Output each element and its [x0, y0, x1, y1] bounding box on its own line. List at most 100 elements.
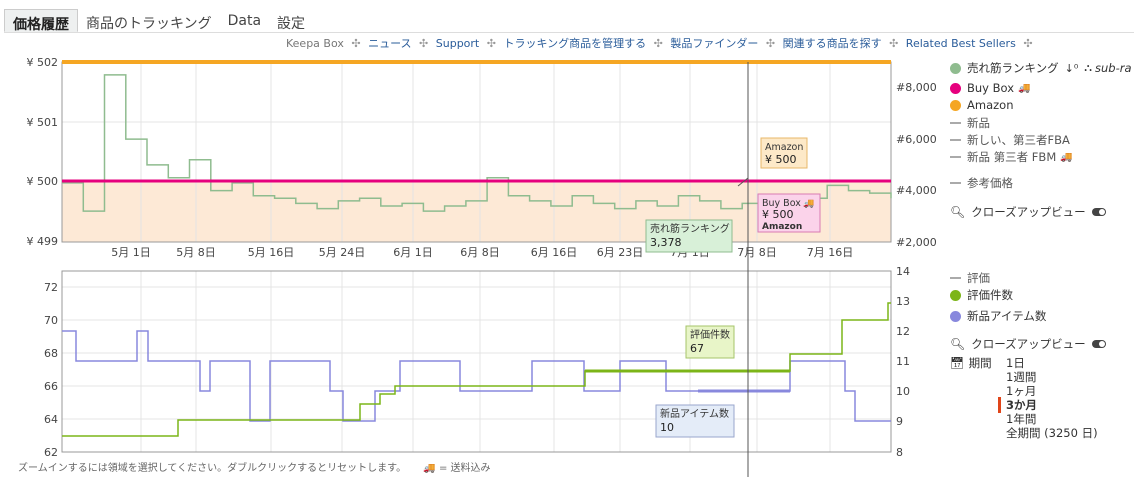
- tab-product-tracking[interactable]: 商品のトラッキング: [86, 16, 212, 32]
- zoom-hint: ズームインするには領域を選択してください。ダブルクリックするとリセットします。: [18, 463, 407, 474]
- tick-label: 13: [896, 295, 910, 308]
- keepa-box-link[interactable]: Keepa Box: [286, 37, 344, 50]
- review-count-line: [62, 302, 891, 437]
- period-label: 期間: [968, 356, 992, 370]
- new-offers-tooltip: 新品アイテム数 10: [655, 404, 735, 438]
- green-dot-icon: [950, 62, 961, 74]
- legend-new-offers[interactable]: 新品アイテム数: [950, 308, 1046, 324]
- dash-icon: [950, 139, 961, 141]
- buybox-tooltip: Buy Box 🚚 ¥ 500 Amazon: [757, 193, 821, 233]
- new-offers-line: [62, 330, 891, 422]
- dash-icon: [950, 156, 961, 158]
- top-closeup-toggle[interactable]: 🔍︎ クローズアップビュー: [950, 204, 1106, 220]
- period-all[interactable]: 全期間 (3250 日): [1006, 426, 1098, 440]
- legend-new-fbm[interactable]: 新品 第三者 FBM 🚚: [950, 149, 1073, 165]
- legend-list-price[interactable]: 参考価格: [950, 175, 1013, 191]
- manage-tracking-link[interactable]: トラッキング商品を管理する: [503, 37, 647, 50]
- top-right-axis: #8,000 #6,000 #4,000 #2,000: [896, 81, 937, 249]
- truck-icon: 🚚: [423, 463, 436, 474]
- period-1d[interactable]: 1日: [1006, 356, 1025, 370]
- support-link[interactable]: Support: [435, 37, 480, 50]
- bottom-closeup-toggle[interactable]: 🔍︎ クローズアップビュー: [950, 336, 1106, 352]
- tick-label: #8,000: [896, 81, 937, 94]
- toggle-icon[interactable]: [1091, 340, 1106, 348]
- related-products-link[interactable]: 関連する商品を探す: [782, 37, 882, 50]
- tooltip-title: 売れ筋ランキング: [650, 222, 730, 235]
- separator-icon: ✣: [889, 37, 899, 50]
- bottom-right-axis: 14 13 12 11 10 9 8: [896, 265, 910, 459]
- legend-review-count[interactable]: 評価件数: [950, 287, 1013, 303]
- tick-label: 66: [44, 380, 58, 393]
- tooltip-title: 新品アイテム数: [660, 407, 729, 420]
- tick-label: 8: [896, 446, 903, 459]
- tick-label: 11: [896, 355, 910, 368]
- tab-data[interactable]: Data: [227, 13, 262, 29]
- bottom-chart-frame: [61, 270, 892, 453]
- tick-label: 12: [896, 325, 910, 338]
- legend-label: 評価: [967, 271, 990, 285]
- legend-amazon[interactable]: Amazon: [950, 98, 1013, 112]
- news-link[interactable]: ニュース: [368, 37, 412, 50]
- legend-label: 売れ筋ランキング: [967, 61, 1059, 75]
- product-finder-link[interactable]: 製品ファインダー: [670, 37, 759, 50]
- period-3m[interactable]: 3か月: [998, 397, 1037, 413]
- pink-dot-icon: [950, 82, 961, 94]
- sort-icon[interactable]: ↓⁰: [1064, 61, 1079, 75]
- separator-icon: ✣: [419, 37, 429, 50]
- tick-label: #6,000: [896, 133, 937, 146]
- tab-price-history[interactable]: 価格履歴: [4, 9, 78, 33]
- tick-label: 6月 8日: [460, 246, 500, 259]
- bottom-chart[interactable]: 72 70 68 66 64 62 14 13 12 11 10 9 8: [44, 265, 910, 459]
- tick-label: 6月 23日: [597, 246, 644, 259]
- bottom-gridlines: [62, 271, 891, 452]
- legend-new-fba[interactable]: 新しい、第三者FBA: [950, 132, 1070, 148]
- tooltip-value: 10: [660, 421, 674, 434]
- legend-label: クローズアップビュー: [971, 337, 1086, 351]
- tick-label: ¥ 501: [27, 116, 59, 129]
- tick-label: 6月 16日: [531, 246, 578, 259]
- top-x-axis: 5月 1日 5月 8日 5月 16日 5月 24日 6月 1日 6月 8日 6月…: [111, 246, 853, 259]
- tooltip-title: Amazon: [765, 142, 803, 153]
- green-dot-icon: [950, 289, 961, 301]
- tick-label: 70: [44, 314, 58, 327]
- related-best-sellers-link[interactable]: Related Best Sellers: [905, 37, 1016, 50]
- orange-dot-icon: [950, 99, 961, 111]
- separator-icon: ✣: [351, 37, 361, 50]
- legend-sales-rank[interactable]: 売れ筋ランキング ↓⁰ ⛬ sub-ra: [950, 60, 1132, 76]
- tick-label: 14: [896, 265, 910, 278]
- tick-label: 7月 8日: [737, 246, 777, 259]
- legend-label: 新しい、第三者FBA: [967, 133, 1070, 147]
- legend-buy-box[interactable]: Buy Box 🚚: [950, 81, 1030, 95]
- tick-label: 62: [44, 446, 58, 459]
- tick-label: 9: [896, 415, 903, 428]
- legend-label: クローズアップビュー: [971, 205, 1086, 219]
- review-count-tooltip: 評価件数 67: [685, 325, 735, 359]
- tick-label: #2,000: [896, 236, 937, 249]
- period-1w[interactable]: 1週間: [1006, 370, 1037, 384]
- legend-label: 新品 第三者 FBM: [967, 150, 1057, 164]
- tab-settings[interactable]: 設定: [277, 16, 306, 32]
- separator-icon: ✣: [486, 37, 496, 50]
- legend-label: 新品アイテム数: [967, 309, 1047, 323]
- tick-label: 6月 1日: [393, 246, 433, 259]
- tick-label: 5月 16日: [248, 246, 295, 259]
- link-bar: Keepa Box ✣ ニュース ✣ Support ✣ トラッキング商品を管理…: [286, 35, 1037, 51]
- hierarchy-icon[interactable]: ⛬: [1084, 61, 1092, 74]
- purple-dot-icon: [950, 310, 961, 322]
- separator-icon: ✣: [653, 37, 663, 50]
- period-1y[interactable]: 1年間: [1006, 412, 1037, 426]
- tooltip-value: 3,378: [650, 236, 682, 249]
- tick-label: 5月 1日: [111, 246, 151, 259]
- legend-label: Buy Box: [967, 81, 1015, 95]
- dash-icon: [950, 122, 961, 124]
- tooltip-title: Buy Box: [762, 198, 801, 209]
- period-1m[interactable]: 1ヶ月: [1006, 384, 1037, 398]
- legend-new[interactable]: 新品: [950, 115, 990, 131]
- toggle-icon[interactable]: [1091, 208, 1106, 216]
- tooltip-seller: Amazon: [762, 222, 802, 232]
- truck-icon: 🚚: [1060, 151, 1073, 163]
- legend-rating[interactable]: 評価: [950, 270, 990, 286]
- tick-label: 64: [44, 413, 58, 426]
- legend-sub-rank[interactable]: sub-ra: [1095, 61, 1132, 75]
